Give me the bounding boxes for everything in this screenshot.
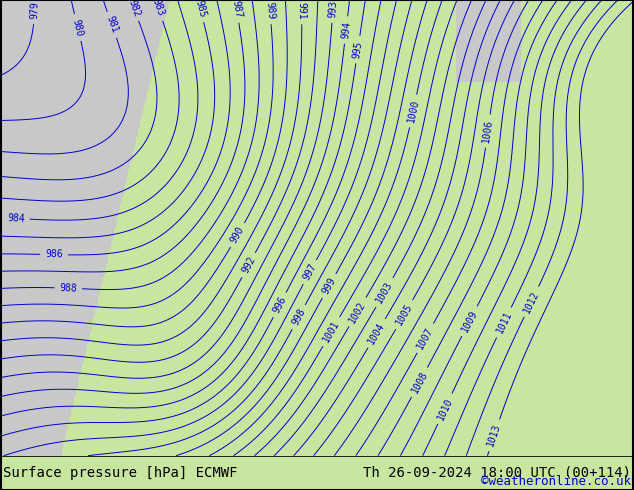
Text: 983: 983 [151, 0, 166, 18]
Text: 980: 980 [71, 18, 85, 37]
Text: 984: 984 [7, 213, 25, 224]
Text: 986: 986 [45, 249, 63, 260]
Text: 979: 979 [29, 1, 40, 20]
Text: 985: 985 [193, 0, 207, 19]
Text: 1013: 1013 [486, 422, 503, 448]
Text: ©weatheronline.co.uk: ©weatheronline.co.uk [481, 475, 631, 488]
Text: 1006: 1006 [481, 119, 495, 144]
Text: 993: 993 [327, 0, 339, 18]
Text: Th 26-09-2024 18:00 UTC (00+114): Th 26-09-2024 18:00 UTC (00+114) [363, 466, 631, 480]
Text: 997: 997 [301, 262, 318, 282]
Text: 981: 981 [104, 15, 119, 35]
Text: 1003: 1003 [374, 280, 395, 305]
Text: 1008: 1008 [410, 369, 429, 395]
Text: 998: 998 [290, 307, 307, 327]
Text: 992: 992 [240, 255, 257, 275]
Text: 994: 994 [340, 21, 352, 39]
Text: 991: 991 [297, 1, 307, 19]
Text: 999: 999 [320, 276, 338, 296]
Text: 1004: 1004 [366, 321, 387, 346]
Text: 1001: 1001 [321, 319, 342, 344]
Text: 996: 996 [271, 295, 288, 315]
Text: 1002: 1002 [347, 299, 368, 325]
Text: 987: 987 [230, 0, 243, 19]
Text: 990: 990 [229, 225, 247, 245]
Text: 1012: 1012 [522, 289, 541, 315]
Text: 1011: 1011 [495, 310, 514, 335]
Text: 995: 995 [352, 40, 364, 59]
Text: 982: 982 [126, 0, 141, 18]
Text: 1007: 1007 [415, 325, 436, 351]
Text: Surface pressure [hPa] ECMWF: Surface pressure [hPa] ECMWF [3, 466, 238, 480]
Text: 989: 989 [264, 1, 276, 20]
Text: 1000: 1000 [406, 98, 420, 123]
Text: 988: 988 [60, 283, 77, 294]
Text: 1005: 1005 [394, 302, 415, 327]
Text: 1010: 1010 [436, 396, 455, 421]
Text: 1009: 1009 [460, 309, 479, 334]
